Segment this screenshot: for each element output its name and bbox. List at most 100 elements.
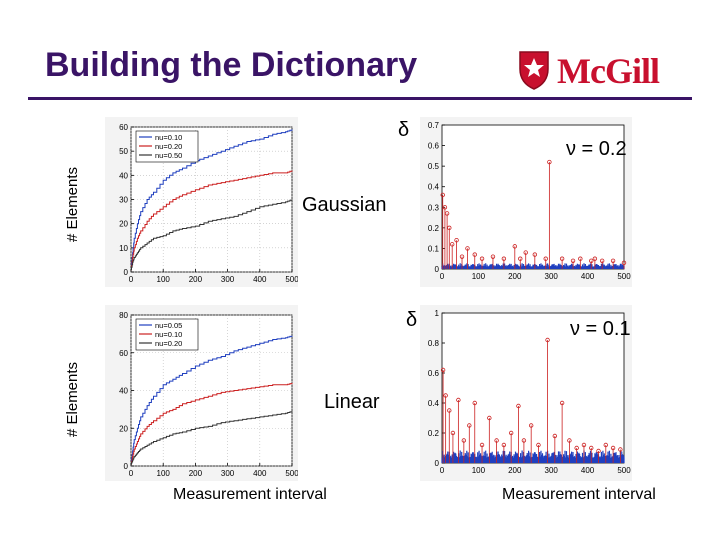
linear-delta-ytick-label-0: 0 bbox=[435, 459, 440, 468]
xlabel-right: Measurement interval bbox=[502, 486, 656, 503]
gaussian-delta-stem-point-1 bbox=[442, 205, 448, 210]
gaussian-elements-legend-label-0: nu=0.10 bbox=[155, 133, 182, 142]
gaussian-elements-xtick-label-2: 200 bbox=[189, 275, 203, 284]
gaussian-delta-stem-point-8 bbox=[472, 252, 477, 257]
linear-delta-stem-point-8 bbox=[479, 442, 485, 448]
gaussian-delta-stem-point-12 bbox=[512, 244, 517, 249]
gaussian-elements-ytick-label-5: 50 bbox=[119, 147, 128, 156]
linear-elements-chart: 0 100 200 300 400 500 0 20 40 60 80 nu=0.05nu=0.10n… bbox=[119, 311, 298, 478]
linear-delta-stem-point-22 bbox=[581, 442, 587, 448]
linear-elements-xtick-label-0: 0 bbox=[129, 469, 134, 478]
gaussian-delta-stem-point-3 bbox=[447, 225, 452, 231]
gaussian-delta-ytick-label-5: 0.5 bbox=[428, 162, 440, 171]
xlabel-left: Measurement interval bbox=[173, 486, 327, 503]
gaussian-delta-stem-point-11 bbox=[501, 256, 507, 261]
linear-delta-stem-point-2 bbox=[447, 408, 452, 413]
linear-delta-stem-point-12 bbox=[508, 430, 514, 436]
ylabel-top: # Elements bbox=[64, 166, 81, 242]
slide-title: Building the Dictionary bbox=[45, 46, 418, 84]
linear-elements-series-2 bbox=[131, 411, 293, 465]
linear-delta-stem-point-26 bbox=[610, 445, 616, 451]
gaussian-elements-chart: 0 100 200 300 400 5000102030405060nu=0.10nu=0… bbox=[119, 123, 298, 284]
linear-delta-xtick-label-3: 300 bbox=[545, 466, 559, 475]
linear-elements-ytick-label-1: 20 bbox=[119, 424, 128, 433]
mcgill-logo: McGill bbox=[515, 47, 695, 93]
gaussian-delta-stem-point-24 bbox=[621, 260, 627, 266]
linear-delta-stem-point-10 bbox=[494, 438, 499, 443]
mcgill-crest-icon bbox=[519, 51, 549, 90]
gaussian-delta-xtick-label-0: 0 bbox=[440, 272, 445, 281]
gaussian-elements-ytick-label-2: 20 bbox=[119, 220, 128, 229]
gaussian-delta-stem-point-9 bbox=[479, 256, 485, 261]
linear-delta-plot-area bbox=[441, 312, 625, 464]
gaussian-delta-xtick-label-1: 100 bbox=[472, 272, 486, 281]
gaussian-delta-stem-point-23 bbox=[610, 258, 616, 263]
nu-label-top: ν = 0.2 bbox=[566, 138, 627, 160]
gaussian-delta-xtick-label-4: 400 bbox=[581, 272, 595, 281]
gaussian-delta-ytick-label-1: 0.1 bbox=[428, 244, 440, 253]
linear-delta-stem-point-9 bbox=[487, 415, 492, 421]
gaussian-delta-stem-point-7 bbox=[465, 246, 470, 251]
linear-delta-stem-point-21 bbox=[574, 445, 579, 451]
delta-label-bottom: δ bbox=[406, 309, 418, 331]
linear-delta-stem-point-11 bbox=[501, 442, 507, 448]
gaussian-delta-xtick-label-5: 500 bbox=[617, 272, 631, 281]
linear-delta-stem-point-16 bbox=[536, 442, 541, 448]
gaussian-elements-xtick-label-4: 400 bbox=[253, 275, 267, 284]
gaussian-delta-stem-point-17 bbox=[547, 159, 552, 165]
gaussian-delta-stem-point-2 bbox=[444, 211, 450, 216]
linear-delta-xtick-label-2: 200 bbox=[508, 466, 522, 475]
linear-delta-ytick-label-1: 0.2 bbox=[428, 429, 440, 438]
linear-elements-xtick-label-2: 200 bbox=[189, 469, 203, 478]
gaussian-elements-series-2 bbox=[131, 199, 293, 271]
gaussian-elements-series-0 bbox=[131, 129, 293, 268]
linear-delta-stem-point-27 bbox=[618, 447, 623, 452]
linear-label: Linear bbox=[322, 391, 382, 414]
gaussian-elements-xtick-label-3: 300 bbox=[221, 275, 235, 284]
gaussian-delta-panel: 0 100 200 300 400 500 0 0.1 0.2 0.3 0.4 0.5 0.6 0.7 bbox=[420, 117, 632, 287]
gaussian-delta-ytick-label-0: 0 bbox=[435, 265, 440, 274]
linear-elements-xtick-label-5: 500 bbox=[285, 469, 298, 478]
linear-delta-stem-point-3 bbox=[450, 430, 456, 436]
gaussian-elements-xtick-label-0: 0 bbox=[129, 275, 134, 284]
linear-delta-ytick-label-3: 0.6 bbox=[428, 369, 440, 378]
linear-elements-xtick-label-4: 400 bbox=[253, 469, 267, 478]
gaussian-delta-stem-point-22 bbox=[599, 258, 605, 263]
gaussian-delta-stem-point-25 bbox=[592, 256, 598, 261]
linear-delta-ytick-label-5: 1 bbox=[435, 309, 440, 318]
linear-elements-ytick-label-0: 0 bbox=[124, 462, 129, 471]
linear-delta-stem-point-15 bbox=[528, 423, 534, 428]
gaussian-elements-legend-label-1: nu=0.20 bbox=[155, 142, 182, 151]
gaussian-delta-ytick-label-4: 0.4 bbox=[428, 183, 440, 192]
gaussian-delta-stem-point-15 bbox=[532, 252, 538, 257]
gaussian-elements-panel: 0 100 200 300 400 500 0 10 20 30 40 50 60 nu=0.10 nu=0… bbox=[105, 117, 298, 287]
linear-elements-legend-label-1: nu=0.10 bbox=[155, 330, 182, 339]
linear-delta-chart: 0 100 200 300 400 500 0 0.2 0.4 0.6 0.8 1 bbox=[428, 309, 631, 475]
linear-delta-stem-point-20 bbox=[567, 438, 572, 443]
gaussian-delta-ytick-label-7: 0.7 bbox=[428, 121, 440, 130]
gaussian-elements-ytick-label-0: 0 bbox=[124, 268, 129, 277]
gaussian-delta-stem-point-0 bbox=[440, 192, 445, 198]
gaussian-delta-stem-point-4 bbox=[449, 242, 455, 247]
linear-delta-xtick-label-5: 500 bbox=[617, 466, 631, 475]
linear-delta-xtick-label-0: 0 bbox=[440, 466, 445, 475]
ylabel-bottom: # Elements bbox=[64, 361, 81, 437]
gaussian-delta-stem-point-18 bbox=[559, 256, 565, 261]
linear-delta-stem-point-0 bbox=[440, 367, 446, 373]
linear-delta-stem-point-1 bbox=[443, 393, 448, 398]
linear-delta-stem-point-18 bbox=[552, 433, 558, 439]
linear-elements-xtick-label-3: 300 bbox=[221, 469, 235, 478]
gaussian-elements-legend-label-2: nu=0.50 bbox=[155, 151, 182, 160]
linear-elements-xtick-label-1: 100 bbox=[157, 469, 171, 478]
linear-delta-stem-point-17 bbox=[545, 337, 550, 343]
gaussian-delta-stem-point-13 bbox=[518, 256, 523, 261]
gaussian-elements-ytick-label-4: 40 bbox=[119, 171, 128, 180]
logo-text: McGill bbox=[557, 51, 660, 91]
linear-delta-stem-point-25 bbox=[603, 442, 608, 448]
linear-delta-stem-point-7 bbox=[472, 400, 477, 406]
gaussian-delta-ytick-label-2: 0.2 bbox=[428, 224, 440, 233]
gaussian-label: Gaussian bbox=[300, 194, 389, 217]
linear-elements-ytick-label-3: 60 bbox=[119, 349, 128, 358]
linear-delta-ytick-label-4: 0.8 bbox=[428, 339, 440, 348]
gaussian-elements-xtick-label-5: 500 bbox=[285, 275, 298, 284]
